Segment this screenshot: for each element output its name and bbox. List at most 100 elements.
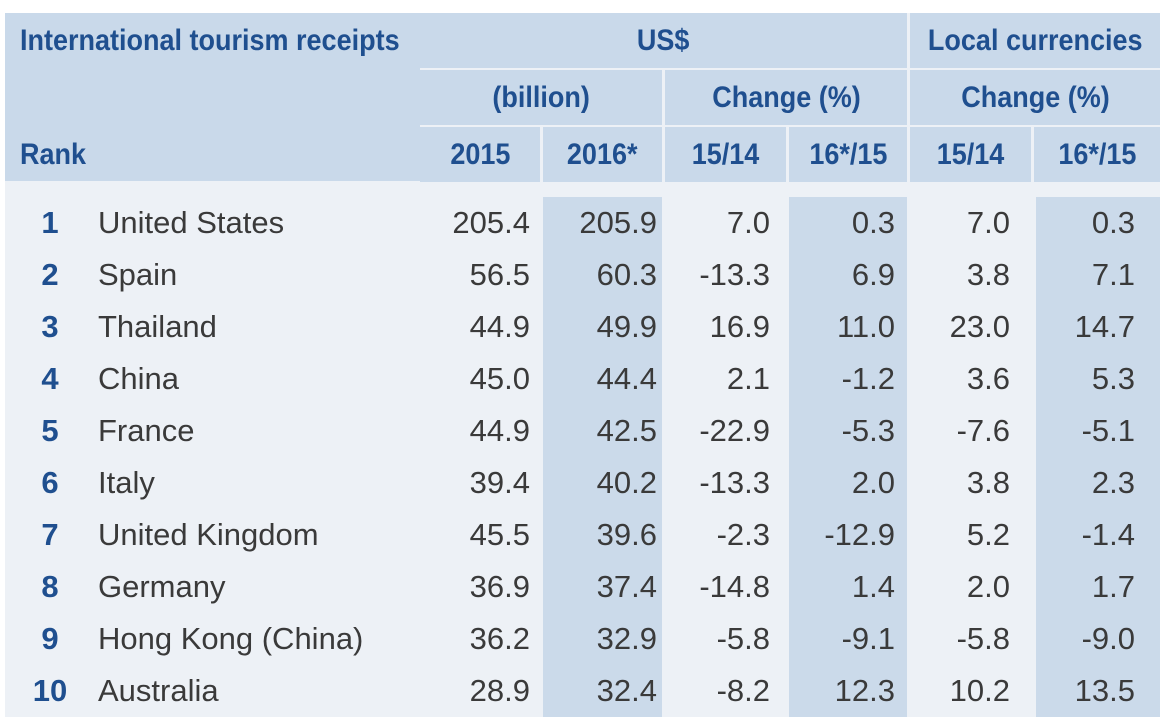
usd-change-1615-cell: -5.3 (841, 413, 895, 448)
usd-change-1615-cell: -1.2 (841, 361, 895, 396)
billion-header: (billion) (420, 70, 662, 125)
local-change-1615-cell: 7.1 (1091, 257, 1135, 292)
country-cell: Italy (98, 465, 155, 500)
value-2016-cell: 32.9 (596, 621, 657, 656)
country-cell: France (98, 413, 195, 448)
rank-cell: 3 (41, 309, 59, 344)
rank-header: Rank (20, 137, 87, 171)
table-row: 9 Hong Kong (China) 36.2 32.9 -5.8 -9.1 -5.8 -9… (5, 613, 1160, 665)
usd-change-1514-cell: 16.9 (709, 309, 770, 344)
usd-change-1514-cell: -13.3 (699, 465, 770, 500)
local-change-1615-cell: -9.0 (1081, 621, 1135, 656)
rank-cell: 9 (41, 621, 59, 656)
value-2016-cell: 44.4 (596, 361, 657, 396)
usd-change-1615-cell: -9.1 (841, 621, 895, 656)
value-2015-cell: 44.9 (469, 413, 530, 448)
value-2016-cell: 32.4 (596, 673, 657, 708)
rank-cell: 5 (41, 413, 59, 448)
local-change-1615-cell: 13.5 (1074, 673, 1135, 708)
usd-change-1514-cell: -5.8 (716, 621, 770, 656)
table-row: 3 Thailand 44.9 49.9 16.9 11.0 23.0 14.7 (5, 301, 1160, 353)
local-change-1615-cell: 1.7 (1091, 569, 1135, 604)
local-change-1514-cell: 7.0 (966, 205, 1010, 240)
value-2015-cell: 36.9 (469, 569, 530, 604)
value-2015-cell: 36.2 (469, 621, 530, 656)
local-change-1615-cell: 5.3 (1091, 361, 1135, 396)
local-change-header: Change (%) (910, 70, 1160, 125)
usd-change-1615-cell: 6.9 (851, 257, 895, 292)
col-loc-1514-header: 15/14 (910, 127, 1031, 182)
table-row: 2 Spain 56.5 60.3 -13.3 6.9 3.8 7.1 (5, 249, 1160, 301)
local-change-1514-cell: 5.2 (966, 517, 1010, 552)
value-2016-cell: 40.2 (596, 465, 657, 500)
rank-cell: 6 (41, 465, 59, 500)
value-2015-cell: 45.5 (469, 517, 530, 552)
usd-change-1514-cell: -22.9 (699, 413, 770, 448)
local-change-1615-cell: -1.4 (1081, 517, 1135, 552)
usd-change-1615-cell: 12.3 (834, 673, 895, 708)
rank-cell: 1 (41, 205, 59, 240)
table-row: 10 Australia 28.9 32.4 -8.2 12.3 10.2 13.5 (5, 665, 1160, 717)
local-change-1514-cell: 2.0 (966, 569, 1010, 604)
rank-cell: 2 (41, 257, 59, 292)
country-cell: Spain (98, 257, 178, 292)
rank-cell: 8 (41, 569, 59, 604)
local-change-1514-cell: 3.8 (966, 257, 1010, 292)
local-change-1514-cell: -5.8 (956, 621, 1010, 656)
usd-change-1514-cell: -14.8 (699, 569, 770, 604)
value-2016-cell: 60.3 (596, 257, 657, 292)
local-change-1514-cell: 3.6 (966, 361, 1010, 396)
col-usd-1514-header: 15/14 (665, 127, 786, 182)
col-loc-1615-shade (1036, 197, 1160, 717)
value-2016-cell: 37.4 (596, 569, 657, 604)
value-2015-cell: 39.4 (469, 465, 530, 500)
local-currencies-header: Local currencies (910, 13, 1160, 68)
country-cell: China (98, 361, 179, 396)
usd-change-1514-cell: -8.2 (716, 673, 770, 708)
country-cell: United Kingdom (98, 517, 319, 552)
value-2015-cell: 45.0 (469, 361, 530, 396)
rank-cell: 10 (32, 673, 68, 708)
usd-change-1615-cell: 0.3 (851, 205, 895, 240)
value-2015-cell: 28.9 (469, 673, 530, 708)
local-change-1615-cell: 0.3 (1091, 205, 1135, 240)
col-usd-1615-header: 16*/15 (789, 127, 907, 182)
table-title: International tourism receipts (5, 13, 420, 68)
usd-change-1514-cell: 2.1 (726, 361, 770, 396)
table-row: 7 United Kingdom 45.5 39.6 -2.3 -12.9 5.2 -1.4 (5, 509, 1160, 561)
table-row: 4 China 45.0 44.4 2.1 -1.2 3.6 5.3 (5, 353, 1160, 405)
local-change-1615-cell: -5.1 (1081, 413, 1135, 448)
value-2015-cell: 44.9 (469, 309, 530, 344)
country-cell: Hong Kong (China) (98, 621, 364, 656)
usd-change-header: Change (%) (665, 70, 907, 125)
table-row: 8 Germany 36.9 37.4 -14.8 1.4 2.0 1.7 (5, 561, 1160, 613)
local-change-1615-cell: 14.7 (1074, 309, 1135, 344)
value-2016-cell: 205.9 (579, 205, 657, 240)
col-2015-header: 2015 (420, 127, 540, 182)
usd-change-1615-cell: -12.9 (824, 517, 895, 552)
col-2016-shade (543, 197, 662, 717)
table-row: 1 United States 205.4 205.9 7.0 0.3 7.0 0.3 (5, 197, 1160, 249)
usd-change-1615-cell: 11.0 (836, 309, 895, 344)
usd-change-1615-cell: 2.0 (851, 465, 895, 500)
usd-change-1615-cell: 1.4 (851, 569, 895, 604)
value-2016-cell: 42.5 (596, 413, 657, 448)
table-row: 5 France 44.9 42.5 -22.9 -5.3 -7.6 -5.1 (5, 405, 1160, 457)
value-2016-cell: 49.9 (596, 309, 657, 344)
local-change-1514-cell: 23.0 (949, 309, 1010, 344)
table-row: 6 Italy 39.4 40.2 -13.3 2.0 3.8 2.3 (5, 457, 1160, 509)
col-2016-header: 2016* (543, 127, 662, 182)
value-2015-cell: 56.5 (469, 257, 530, 292)
rank-cell: 7 (41, 517, 59, 552)
country-cell: United States (98, 205, 285, 240)
local-change-1514-cell: -7.6 (956, 413, 1010, 448)
country-cell: Thailand (98, 309, 217, 344)
usd-change-1514-cell: -13.3 (699, 257, 770, 292)
col-usd-1615-shade (789, 197, 907, 717)
value-2015-cell: 205.4 (452, 205, 530, 240)
value-2016-cell: 39.6 (596, 517, 657, 552)
local-change-1514-cell: 10.2 (949, 673, 1010, 708)
country-cell: Germany (98, 569, 226, 604)
rank-cell: 4 (41, 361, 59, 396)
header-left-blank (5, 68, 420, 181)
